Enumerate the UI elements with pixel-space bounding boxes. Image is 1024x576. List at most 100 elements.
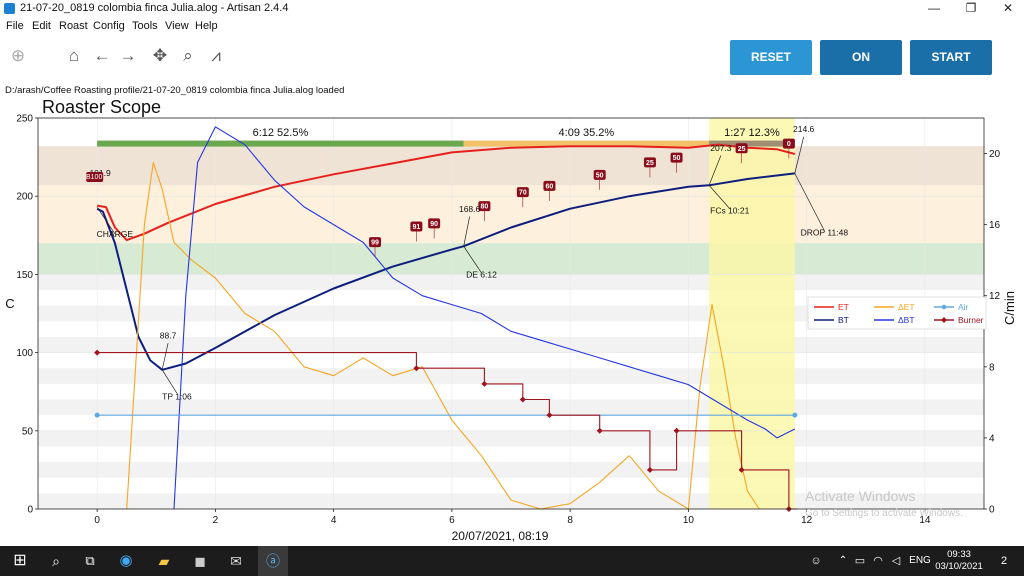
phase-label: 6:12 52.5% bbox=[253, 127, 309, 139]
menu-edit[interactable]: Edit bbox=[32, 20, 51, 32]
language-indicator[interactable]: ENG bbox=[909, 555, 931, 566]
volume-icon[interactable]: ◁ bbox=[891, 555, 901, 567]
on-button[interactable]: ON bbox=[820, 40, 902, 75]
event-marker-label: 25 bbox=[738, 146, 746, 153]
chart-series bbox=[94, 126, 798, 512]
menu-roast[interactable]: Roast bbox=[59, 20, 88, 32]
annotation-pointer bbox=[161, 343, 169, 370]
mail-icon[interactable]: ✉ bbox=[230, 553, 242, 569]
annotation-pointer bbox=[463, 246, 482, 274]
phase-bar bbox=[97, 140, 464, 147]
home-icon[interactable]: ⌂ bbox=[68, 46, 80, 65]
event-markers: 99 91 90 80 70 60 50 25 50 25 0 bbox=[369, 138, 795, 258]
annotation-pointer bbox=[708, 155, 722, 186]
pan-icon[interactable]: ✥ bbox=[152, 46, 168, 65]
event-marker-label: 60 bbox=[546, 183, 554, 190]
menu-tools[interactable]: Tools bbox=[132, 20, 158, 32]
series-line-ΔBT bbox=[173, 126, 796, 510]
chart-annotation: DE 6:12 bbox=[466, 270, 497, 280]
artisan-taskbar-icon[interactable]: ⓐ bbox=[258, 546, 288, 576]
annotation-pointer bbox=[794, 173, 825, 231]
plus-icon[interactable]: ⊕ bbox=[10, 46, 26, 65]
menu-help[interactable]: Help bbox=[195, 20, 218, 32]
x-tick-label: 2 bbox=[213, 515, 219, 526]
legend-box bbox=[807, 296, 987, 330]
menu-view[interactable]: View bbox=[165, 20, 189, 32]
air-point bbox=[94, 412, 100, 418]
artisan-app-icon bbox=[4, 3, 15, 14]
people-icon[interactable]: ☺ bbox=[810, 555, 822, 567]
reset-button[interactable]: RESET bbox=[730, 40, 812, 75]
event-marker-label: 99 bbox=[371, 240, 379, 247]
event-marker-label: 0 bbox=[787, 141, 791, 148]
restore-button[interactable]: ❐ bbox=[965, 1, 977, 15]
series-line-BT bbox=[96, 172, 795, 371]
y-right-tick-label: 0 bbox=[989, 505, 995, 516]
close-button[interactable]: ✕ bbox=[1002, 1, 1014, 15]
back-arrow-icon[interactable]: ← bbox=[93, 46, 111, 65]
zoom-icon[interactable]: ⌕ bbox=[183, 46, 193, 65]
chart-annotation: 207.3 bbox=[710, 143, 732, 153]
start-button[interactable]: START bbox=[910, 40, 992, 75]
chart-annotation: FCs 10:21 bbox=[710, 205, 749, 215]
network-icon[interactable]: ▭ bbox=[854, 555, 866, 567]
file-explorer-icon[interactable]: ▰ bbox=[158, 553, 170, 569]
windows-start-icon[interactable]: ⊞ bbox=[13, 552, 27, 569]
title-bar: 21-07-20_0819 colombia finca Julia.alog … bbox=[0, 0, 1024, 17]
menu-config[interactable]: Config bbox=[93, 20, 125, 32]
event-marker-label: 50 bbox=[673, 155, 681, 162]
chart-icon[interactable]: ⩘ bbox=[211, 46, 221, 65]
chart-legend: ET BT ΔET ΔBT Air Burner bbox=[807, 296, 987, 330]
task-view-icon[interactable]: ⧉ bbox=[85, 553, 95, 568]
event-marker-box bbox=[543, 180, 556, 191]
event-marker-box bbox=[643, 157, 656, 168]
minimize-button[interactable]: — bbox=[928, 1, 940, 15]
event-marker-label: 91 bbox=[413, 224, 421, 231]
chart-ylabel-right: C/min bbox=[1002, 291, 1017, 325]
wifi-icon[interactable]: ◠ bbox=[873, 555, 883, 567]
search-icon[interactable]: ⌕ bbox=[52, 553, 60, 569]
event-marker-box bbox=[410, 221, 423, 232]
clock[interactable]: 09:33 03/10/2021 bbox=[934, 546, 984, 576]
chevron-up-icon[interactable]: ⌃ bbox=[838, 555, 848, 566]
y-right-tick-label: 4 bbox=[989, 433, 995, 444]
y-tick-label: 0 bbox=[27, 505, 33, 516]
legend-swatch-dot bbox=[941, 317, 947, 323]
air-point bbox=[792, 412, 798, 418]
legend-label: Air bbox=[958, 302, 969, 312]
background-stripe bbox=[38, 274, 984, 291]
store-icon[interactable]: ◼ bbox=[194, 553, 206, 569]
event-marker-label: 80 bbox=[480, 204, 488, 211]
annotation-box bbox=[86, 171, 104, 182]
series-line-ΔET bbox=[126, 161, 760, 510]
menu-file[interactable]: File bbox=[6, 20, 24, 32]
event-marker-box bbox=[593, 169, 606, 180]
burner-point bbox=[413, 365, 420, 372]
notification-icon[interactable]: 2 bbox=[992, 546, 1016, 576]
chart-xlabel: 20/07/2021, 08:19 bbox=[452, 529, 549, 543]
notification-count: 2 bbox=[1000, 555, 1008, 567]
x-tick-label: 6 bbox=[449, 515, 455, 526]
background-stripe bbox=[38, 336, 984, 353]
event-marker-box bbox=[428, 218, 441, 229]
event-marker-box bbox=[369, 237, 382, 248]
phase-bars: 6:12 52.5% 4:09 35.2% 1:27 12.3% bbox=[97, 127, 795, 147]
chart-annotation: CHARGE bbox=[97, 229, 134, 239]
annotation-pointer bbox=[96, 206, 116, 234]
annotation-pointer bbox=[161, 369, 178, 394]
event-marker-box bbox=[670, 152, 683, 163]
x-tick-label: 0 bbox=[94, 515, 100, 526]
series-line-ET bbox=[96, 143, 796, 241]
event-marker-label: 25 bbox=[646, 160, 654, 167]
burner-point bbox=[519, 396, 526, 403]
edge-browser-icon[interactable]: ◉ bbox=[119, 552, 133, 569]
phase-bar bbox=[463, 140, 710, 147]
menu-bar: File Edit Roast Config Tools View Help bbox=[0, 17, 1024, 35]
x-tick-label: 10 bbox=[683, 515, 695, 526]
forward-arrow-icon[interactable]: → bbox=[119, 46, 137, 65]
annotation-pointer bbox=[794, 136, 805, 174]
chart-annotation: 88.7 bbox=[160, 331, 177, 341]
chart-ylabel: C bbox=[5, 296, 14, 311]
